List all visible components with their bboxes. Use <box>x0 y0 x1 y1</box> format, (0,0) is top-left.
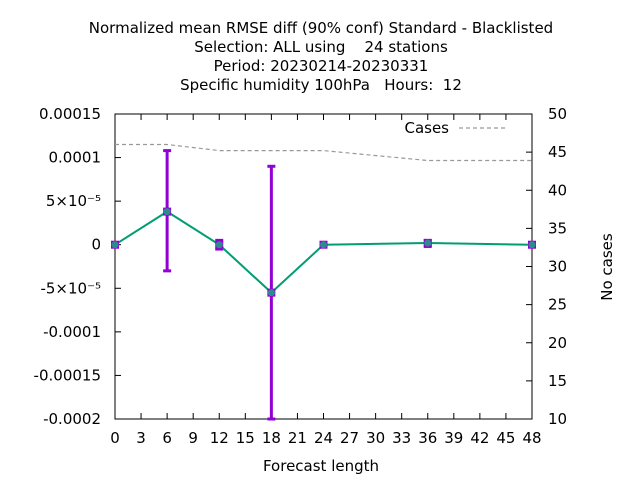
x-tick-label: 9 <box>188 429 198 447</box>
y-axis: 0.00015 0.0001 5×10⁻⁵ 0 -5×10⁻⁵ -0.0001 -0.000… <box>34 105 121 428</box>
x-axis: 0 3 6 9 12 15 18 21 24 27 30 33 36 39 42 45 48 <box>110 114 542 447</box>
y-tick-label: 0 <box>91 236 101 254</box>
x-tick-label: 42 <box>470 429 489 447</box>
data-point-center <box>111 241 119 249</box>
title-line-1: Normalized mean RMSE diff (90% conf) Sta… <box>89 19 553 37</box>
y2-tick-label: 50 <box>548 105 567 123</box>
legend: Cases <box>404 119 505 137</box>
x-tick-label: 6 <box>162 429 172 447</box>
series-layer <box>111 143 536 421</box>
x-tick-label: 33 <box>392 429 411 447</box>
x-tick-label: 15 <box>236 429 255 447</box>
x-axis-label: Forecast length <box>263 457 379 475</box>
x-tick-label: 12 <box>210 429 229 447</box>
title-line-4: Specific humidity 100hPa Hours: 12 <box>180 76 462 94</box>
y2-tick-label: 25 <box>548 296 567 314</box>
x-tick-label: 36 <box>418 429 437 447</box>
y-tick-label: 5×10⁻⁵ <box>46 192 101 210</box>
data-point-center <box>424 239 432 247</box>
data-point-center <box>320 241 327 249</box>
y2-tick-label: 45 <box>548 143 567 161</box>
y-tick-label: 0.00015 <box>39 105 101 123</box>
x-tick-label: 48 <box>522 429 541 447</box>
data-point-center <box>267 289 275 297</box>
y2-tick-label: 35 <box>548 219 567 237</box>
y-tick-label: -5×10⁻⁵ <box>40 279 101 297</box>
y2-tick-label: 15 <box>548 372 567 390</box>
y2-axis: 10 15 20 25 30 35 40 45 50 <box>526 105 567 428</box>
title-line-3: Period: 20230214-20230331 <box>214 57 429 75</box>
y-tick-label: -0.0002 <box>43 410 101 428</box>
y-tick-label: -0.00015 <box>34 366 101 384</box>
y2-tick-label: 20 <box>548 334 567 352</box>
x-tick-label: 21 <box>288 429 307 447</box>
legend-label-cases: Cases <box>404 119 449 137</box>
y-tick-label: -0.0001 <box>43 323 101 341</box>
y-tick-label: 0.0001 <box>49 149 102 167</box>
x-tick-label: 0 <box>110 429 120 447</box>
x-tick-label: 24 <box>314 429 333 447</box>
mean-diff-line <box>114 210 533 295</box>
x-tick-label: 3 <box>136 429 146 447</box>
y2-tick-label: 40 <box>548 181 567 199</box>
y2-tick-label: 10 <box>548 410 567 428</box>
data-point-center <box>215 241 223 249</box>
x-tick-label: 30 <box>366 429 385 447</box>
x-tick-label: 45 <box>496 429 515 447</box>
x-tick-label: 18 <box>262 429 281 447</box>
cases-line <box>115 143 532 162</box>
chart-title: Normalized mean RMSE diff (90% conf) Sta… <box>89 19 553 94</box>
plot-frame <box>114 113 533 420</box>
y2-axis-label: No cases <box>598 233 616 301</box>
data-point-center <box>528 241 536 249</box>
y2-tick-label: 30 <box>548 258 567 276</box>
title-line-2: Selection: ALL using 24 stations <box>194 38 448 56</box>
x-tick-label: 27 <box>340 429 359 447</box>
data-point-center <box>163 208 171 216</box>
x-tick-label: 39 <box>444 429 463 447</box>
